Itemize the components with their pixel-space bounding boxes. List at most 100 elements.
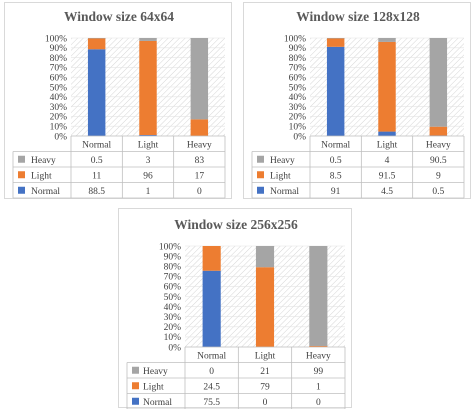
y-tick-label: 10%	[50, 123, 68, 133]
y-tick-label: 30%	[289, 103, 307, 113]
table-cell: 1	[316, 382, 321, 392]
table-cell: 4.5	[381, 187, 393, 197]
bar-light-light	[255, 267, 275, 347]
category-label: Heavy	[426, 140, 451, 150]
bar-normal-normal	[87, 49, 106, 136]
bar-light-normal	[202, 246, 221, 271]
bar-heavy-light	[139, 38, 157, 41]
legend-label: Normal	[143, 398, 172, 408]
table-cell: 99	[314, 367, 324, 377]
table-cell: 11	[92, 171, 101, 181]
y-tick-label: 60%	[164, 283, 182, 293]
category-label: Normal	[197, 351, 226, 361]
table-cell: 91	[331, 187, 341, 197]
y-tick-label: 20%	[50, 113, 68, 123]
legend-key-heavy	[257, 155, 264, 163]
table-cell: 1	[146, 187, 151, 197]
y-tick-label: 90%	[289, 44, 307, 54]
bar-heavy-light	[255, 246, 275, 268]
y-tick-label: 90%	[50, 44, 68, 54]
table-cell: 75.5	[203, 398, 220, 408]
y-tick-label: 40%	[164, 303, 182, 313]
table-cell: 0	[197, 187, 202, 197]
table-cell: 0	[316, 398, 321, 408]
legend-label: Heavy	[31, 156, 56, 166]
chart-title: Window size 64x64	[64, 9, 174, 24]
table-cell: 8.5	[330, 171, 342, 181]
y-tick-label: 100%	[159, 242, 181, 252]
bar-light-heavy	[309, 345, 328, 347]
y-tick-label: 40%	[289, 93, 307, 103]
y-tick-label: 20%	[289, 113, 307, 123]
category-label: Normal	[82, 140, 111, 150]
table-cell: 0.5	[330, 156, 342, 166]
y-tick-label: 90%	[164, 252, 182, 262]
y-tick-label: 0%	[293, 132, 306, 142]
legend-key-light	[132, 382, 139, 390]
table-cell: 21	[260, 367, 270, 377]
bar-light-heavy	[190, 119, 209, 136]
table-cell: 0.5	[91, 156, 103, 166]
table-cell: 17	[195, 171, 205, 181]
bar-light-light	[139, 40, 157, 136]
table-cell: 83	[195, 156, 205, 166]
chart-64x64: Window size 64x64 0%10%20%30%40%50%60%70%…	[12, 9, 226, 199]
table-cell: 79	[260, 382, 270, 392]
y-tick-label: 50%	[164, 293, 182, 303]
bar-normal-light	[378, 131, 396, 136]
table-cell: 9	[436, 171, 441, 181]
bar-heavy-light	[378, 38, 396, 42]
legend-key-normal	[257, 186, 264, 194]
y-tick-label: 10%	[289, 123, 307, 133]
legend-label: Heavy	[143, 367, 168, 377]
table-cell: 90.5	[430, 156, 447, 166]
table-cell: 4	[385, 156, 390, 166]
legend-key-light	[257, 171, 264, 179]
y-tick-label: 60%	[50, 74, 68, 84]
chart-128x128: Window size 128x128 0%10%20%30%40%50%60%7…	[251, 9, 465, 199]
table-cell: 24.5	[203, 382, 220, 392]
legend-label: Normal	[270, 187, 299, 197]
y-tick-label: 50%	[289, 83, 307, 93]
category-label: Light	[138, 140, 159, 150]
legend-label: Light	[143, 382, 164, 392]
y-tick-label: 60%	[289, 74, 307, 84]
table-cell: 3	[146, 156, 151, 166]
y-tick-label: 70%	[289, 64, 307, 74]
y-tick-label: 0%	[168, 343, 181, 353]
bar-light-heavy	[429, 126, 448, 136]
table-cell: 0	[263, 398, 268, 408]
y-tick-label: 80%	[50, 54, 68, 64]
y-tick-label: 30%	[164, 313, 182, 323]
bar-light-normal	[326, 38, 345, 47]
y-tick-label: 50%	[50, 83, 68, 93]
y-tick-label: 10%	[164, 333, 182, 343]
table-cell: 88.5	[88, 187, 105, 197]
legend-label: Normal	[31, 187, 60, 197]
legend-label: Heavy	[270, 156, 295, 166]
y-tick-label: 70%	[164, 273, 182, 283]
table-cell: 91.5	[379, 171, 396, 181]
chart-panel-128x128: Window size 128x128 0% 10% 20% 30% 40% 50% 60% 7…	[243, 2, 471, 199]
y-tick-label: 80%	[164, 263, 182, 273]
bar-heavy-heavy	[190, 38, 209, 120]
y-tick-label: 100%	[284, 34, 306, 44]
y-tick-label: 100%	[45, 34, 67, 44]
table-cell: 0	[209, 367, 214, 377]
chart-title: Window size 256x256	[174, 217, 298, 232]
bar-normal-normal	[202, 270, 221, 347]
table-cell: 96	[143, 171, 153, 181]
legend-key-heavy	[132, 366, 139, 374]
y-tick-label: 80%	[289, 54, 307, 64]
legend-key-normal	[18, 186, 25, 194]
category-label: Heavy	[187, 140, 212, 150]
bar-heavy-heavy	[309, 246, 328, 346]
table-cell: 0.5	[432, 187, 444, 197]
bar-light-normal	[87, 38, 106, 50]
y-tick-label: 70%	[50, 64, 68, 74]
legend-key-heavy	[18, 155, 25, 163]
category-label: Light	[255, 351, 276, 361]
bar-heavy-heavy	[429, 38, 448, 127]
category-label: Normal	[321, 140, 350, 150]
y-tick-label: 0%	[54, 132, 67, 142]
